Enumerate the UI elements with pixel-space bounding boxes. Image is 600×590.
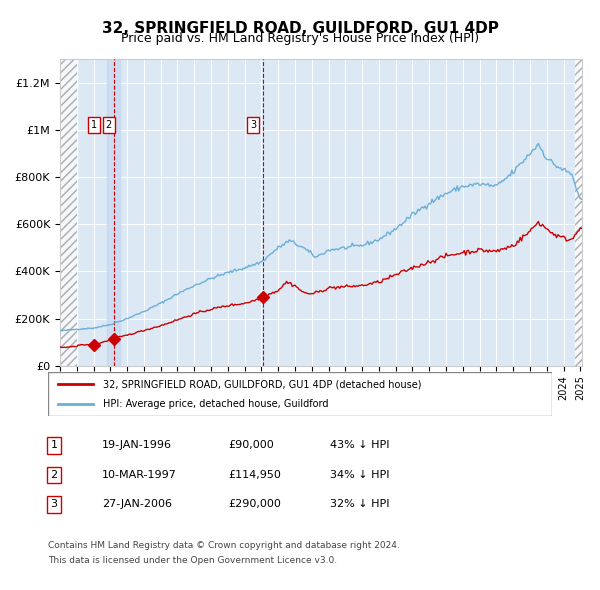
Text: 34% ↓ HPI: 34% ↓ HPI xyxy=(330,470,389,480)
Text: £114,950: £114,950 xyxy=(228,470,281,480)
Text: 43% ↓ HPI: 43% ↓ HPI xyxy=(330,441,389,450)
Text: 10-MAR-1997: 10-MAR-1997 xyxy=(102,470,177,480)
Bar xyxy=(60,59,77,366)
Text: £90,000: £90,000 xyxy=(228,441,274,450)
Text: Contains HM Land Registry data © Crown copyright and database right 2024.: Contains HM Land Registry data © Crown c… xyxy=(48,541,400,550)
Text: 19-JAN-1996: 19-JAN-1996 xyxy=(102,441,172,450)
FancyBboxPatch shape xyxy=(48,372,552,416)
Text: HPI: Average price, detached house, Guildford: HPI: Average price, detached house, Guil… xyxy=(103,399,329,408)
Text: 2: 2 xyxy=(50,470,58,480)
Text: 32, SPRINGFIELD ROAD, GUILDFORD, GU1 4DP (detached house): 32, SPRINGFIELD ROAD, GUILDFORD, GU1 4DP… xyxy=(103,379,422,389)
Text: 3: 3 xyxy=(50,500,58,509)
Text: 1: 1 xyxy=(91,120,97,130)
Bar xyxy=(575,59,582,366)
Text: 27-JAN-2006: 27-JAN-2006 xyxy=(102,500,172,509)
Text: 2: 2 xyxy=(106,120,112,130)
Text: This data is licensed under the Open Government Licence v3.0.: This data is licensed under the Open Gov… xyxy=(48,556,337,565)
Bar xyxy=(60,59,77,366)
Bar xyxy=(107,59,121,366)
Text: £290,000: £290,000 xyxy=(228,500,281,509)
Text: Price paid vs. HM Land Registry's House Price Index (HPI): Price paid vs. HM Land Registry's House … xyxy=(121,32,479,45)
Text: 32, SPRINGFIELD ROAD, GUILDFORD, GU1 4DP: 32, SPRINGFIELD ROAD, GUILDFORD, GU1 4DP xyxy=(101,21,499,35)
Text: 3: 3 xyxy=(250,120,256,130)
Bar xyxy=(575,59,582,366)
Text: 32% ↓ HPI: 32% ↓ HPI xyxy=(330,500,389,509)
Text: 1: 1 xyxy=(50,441,58,450)
